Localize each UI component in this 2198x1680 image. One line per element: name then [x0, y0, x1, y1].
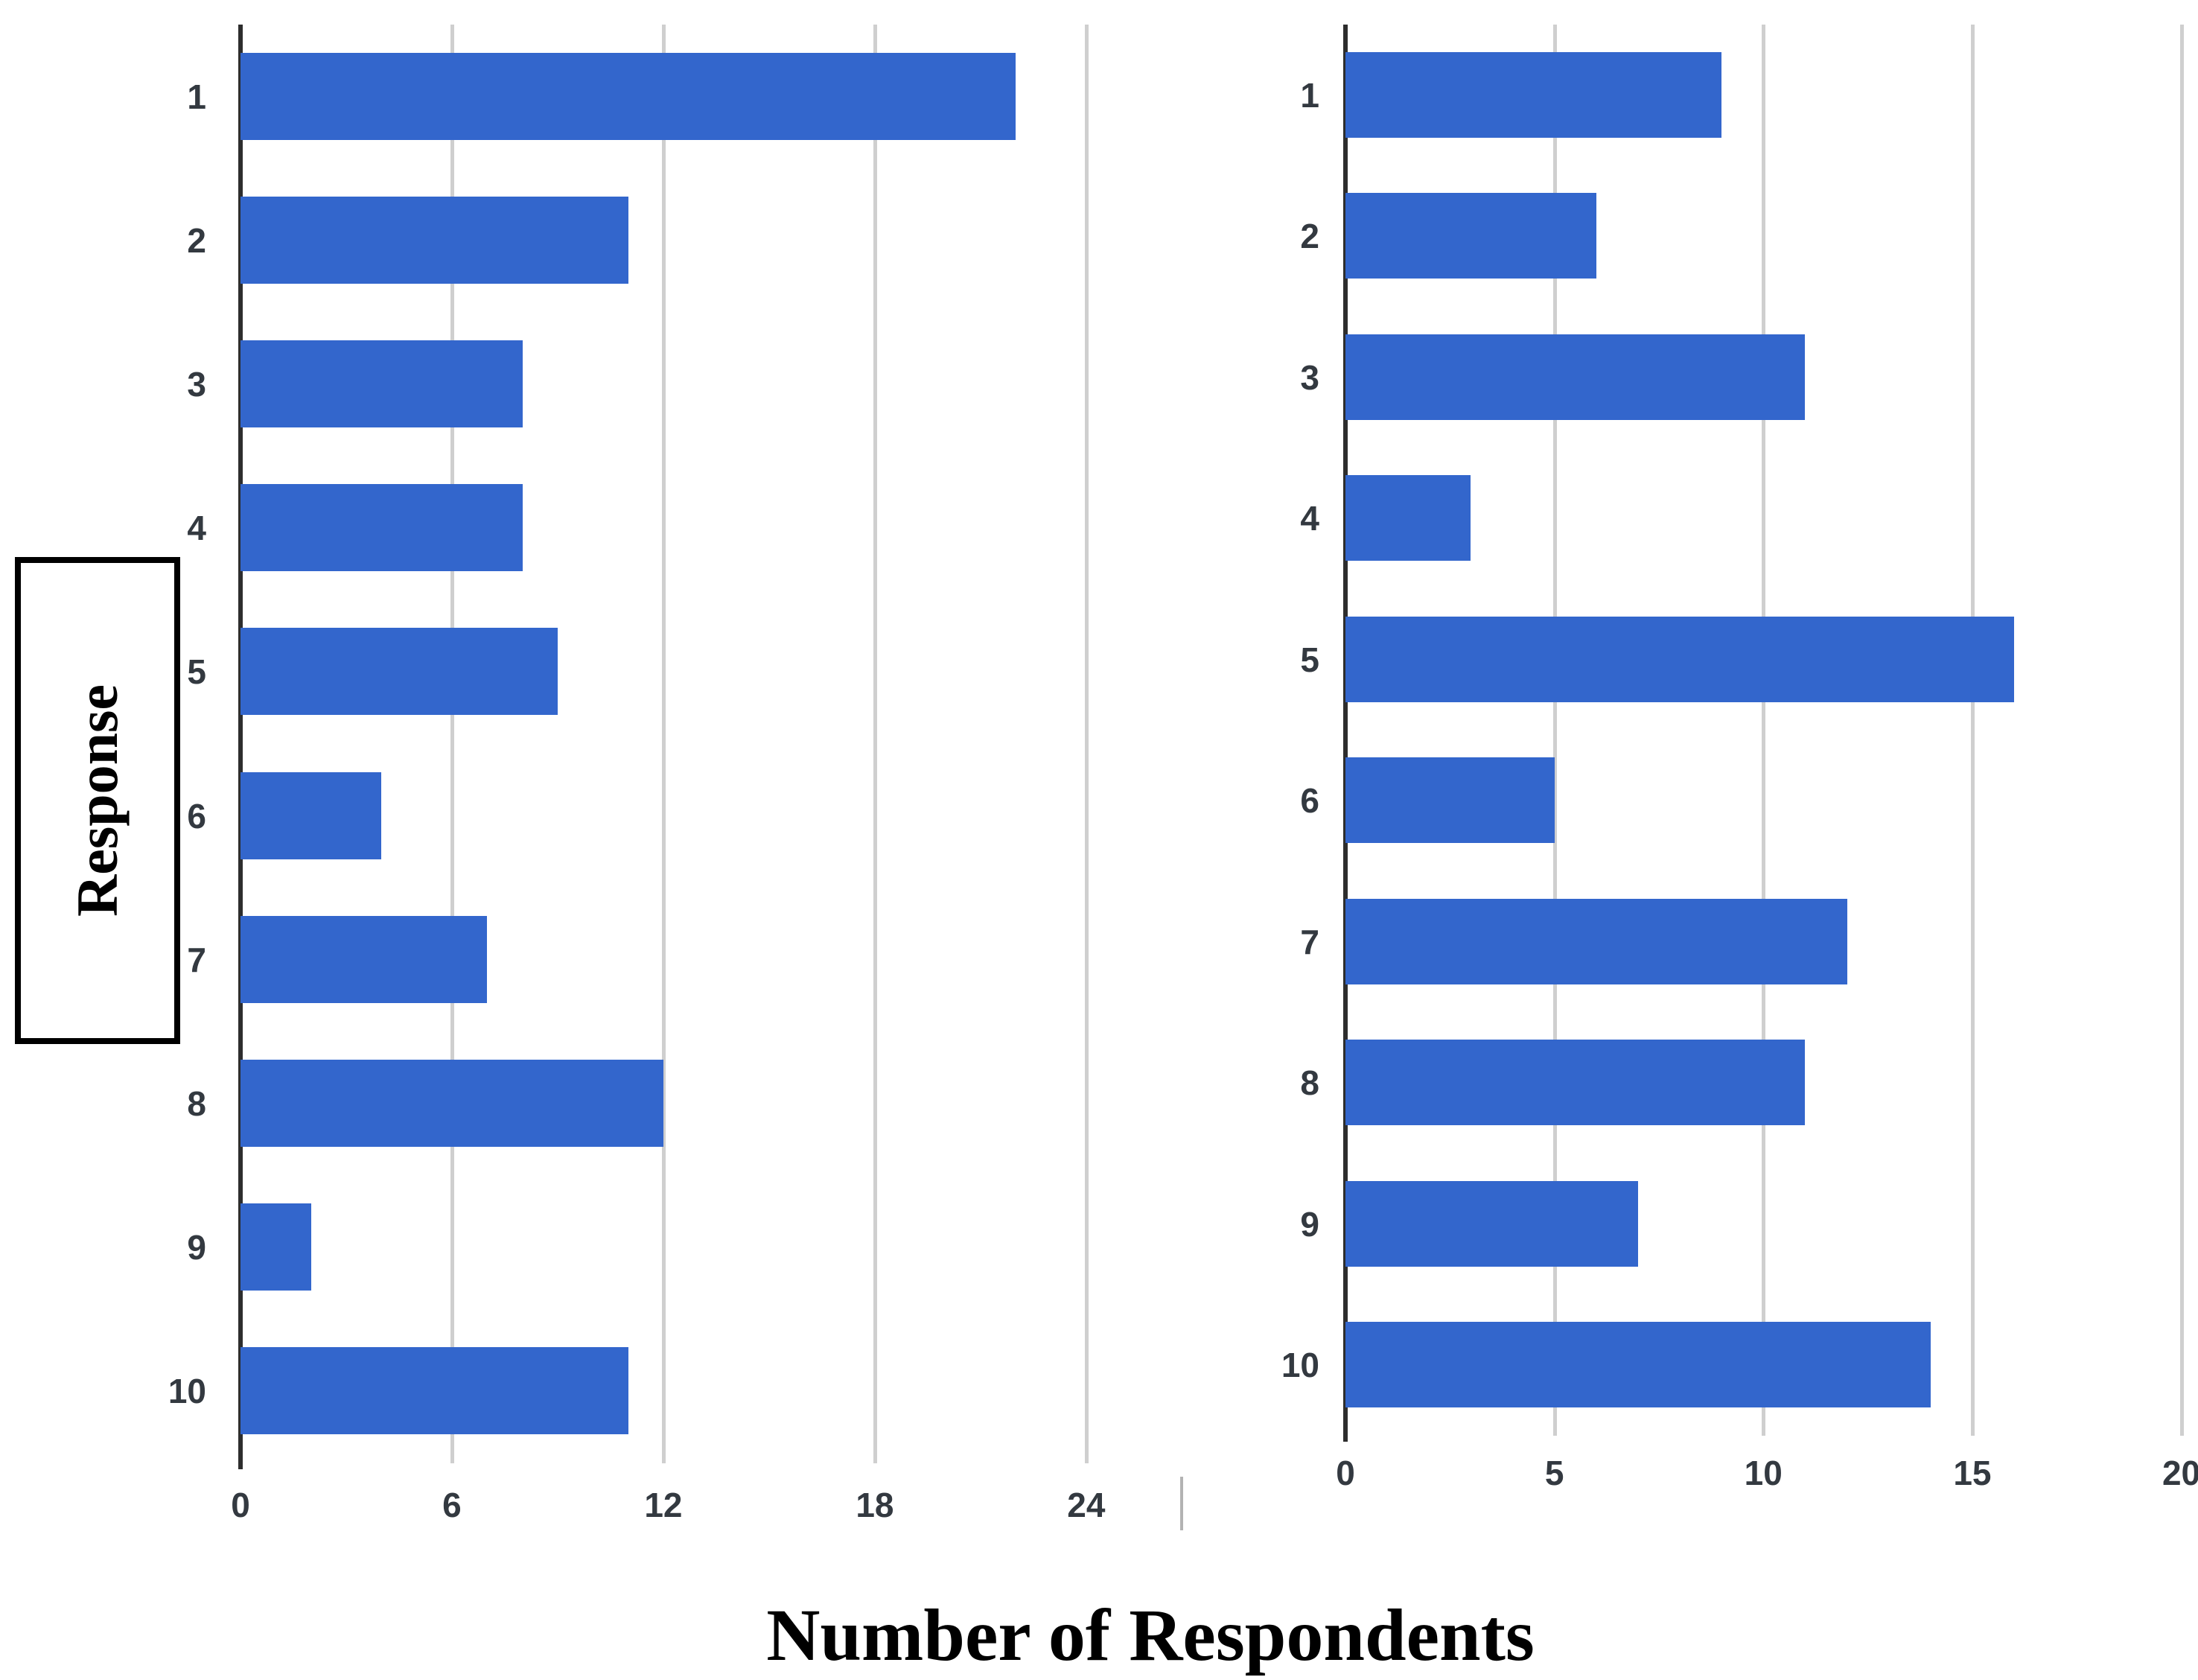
y-tick-label-5: 5: [187, 652, 206, 692]
bar-row-7: 7: [187, 888, 1164, 1031]
x-tick-label-0: 0: [231, 1486, 250, 1524]
axis-tick-artifact: [1180, 1477, 1183, 1530]
bar-response-1: [1345, 51, 1722, 138]
bar-row-10: 10: [168, 1320, 1164, 1463]
bar-response-2: [1345, 193, 1596, 279]
y-tick-label-8: 8: [1300, 1063, 1319, 1103]
bar-row-9: 9: [187, 1176, 1164, 1320]
bar-response-2: [240, 196, 628, 284]
gridline-x-24: [1084, 25, 1089, 1463]
gridline-x-15: [1970, 25, 1975, 1436]
bar-row-3: 3: [187, 312, 1164, 456]
bar-row-8: 8: [187, 1031, 1164, 1175]
bar-response-7: [240, 915, 488, 1003]
y-tick-label-1: 1: [1300, 75, 1319, 115]
bar-response-8: [240, 1060, 663, 1147]
y-tick-label-4: 4: [187, 509, 206, 548]
gridline-x-12: [661, 25, 666, 1463]
bar-response-9: [1345, 1180, 1638, 1267]
bar-response-6: [240, 771, 382, 859]
x-axis-title: Number of Respondents: [766, 1594, 1535, 1676]
bar-row-7: 7: [1300, 871, 2198, 1013]
bar-row-2: 2: [187, 168, 1164, 312]
gridline-x-6: [450, 25, 454, 1463]
x-tick-label-0: 0: [1336, 1454, 1355, 1492]
y-tick-label-3: 3: [1300, 357, 1319, 397]
bar-response-4: [240, 484, 523, 572]
y-axis-line: [1343, 25, 1348, 1442]
bar-response-4: [1345, 475, 1471, 561]
x-tick-label-6: 6: [442, 1486, 462, 1524]
bar-row-6: 6: [187, 744, 1164, 888]
y-tick-label-2: 2: [187, 220, 206, 260]
bar-row-9: 9: [1300, 1154, 2198, 1295]
y-tick-label-9: 9: [187, 1228, 206, 1267]
bar-response-3: [1345, 334, 1806, 420]
bar-response-1: [240, 52, 1016, 140]
y-axis-title: Response: [65, 684, 130, 917]
x-tick-label-24: 24: [1067, 1486, 1106, 1524]
y-tick-label-5: 5: [1300, 640, 1319, 679]
y-tick-label-9: 9: [1300, 1204, 1319, 1244]
bar-row-2: 2: [1300, 166, 2198, 308]
right-bar-chart: 1 2 3 4 5 6 7 8 9 10 0 5 10 15 20: [1281, 25, 2198, 1490]
bar-response-5: [240, 628, 558, 716]
y-tick-label-10: 10: [1281, 1346, 1319, 1385]
bar-response-10: [1345, 1322, 1931, 1408]
y-axis-title-box: Response: [15, 557, 180, 1044]
y-tick-label-7: 7: [1300, 922, 1319, 961]
bar-response-5: [1345, 616, 2015, 702]
x-tick-label-20: 20: [2162, 1454, 2198, 1492]
bar-response-7: [1345, 898, 1847, 984]
bar-response-8: [1345, 1040, 1806, 1126]
bar-response-9: [240, 1203, 311, 1291]
bar-response-6: [1345, 757, 1555, 844]
y-tick-label-7: 7: [187, 940, 206, 979]
y-tick-label-10: 10: [168, 1372, 206, 1411]
y-tick-label-6: 6: [1300, 781, 1319, 821]
bar-row-1: 1: [1300, 25, 2198, 166]
gridline-x-20: [2179, 25, 2184, 1436]
bar-row-6: 6: [1300, 731, 2198, 872]
y-axis-line: [238, 25, 243, 1469]
x-tick-label-5: 5: [1544, 1454, 1564, 1492]
gridline-x-10: [1762, 25, 1766, 1436]
gridline-x-5: [1552, 25, 1557, 1436]
bar-row-8: 8: [1300, 1013, 2198, 1154]
bar-row-3: 3: [1300, 307, 2198, 448]
bar-row-4: 4: [187, 456, 1164, 600]
bar-response-10: [240, 1347, 628, 1435]
y-tick-label-1: 1: [187, 77, 206, 116]
bar-row-1: 1: [187, 25, 1164, 168]
bar-response-3: [240, 340, 523, 427]
x-tick-label-10: 10: [1744, 1454, 1783, 1492]
bar-row-5: 5: [187, 600, 1164, 744]
x-tick-label-18: 18: [856, 1486, 894, 1524]
x-tick-label-15: 15: [1953, 1454, 1992, 1492]
gridline-x-18: [873, 25, 877, 1463]
bar-row-4: 4: [1300, 448, 2198, 590]
x-tick-label-12: 12: [644, 1486, 683, 1524]
left-bar-chart: 1 2 3 4 5 6 7 8 9 10 0 6 12 18 24: [168, 25, 1164, 1522]
y-tick-label-4: 4: [1300, 499, 1319, 538]
bar-row-5: 5: [1300, 589, 2198, 731]
y-tick-label-6: 6: [187, 796, 206, 836]
bar-row-10: 10: [1281, 1295, 2198, 1436]
y-tick-label-3: 3: [187, 364, 206, 404]
y-tick-label-8: 8: [187, 1084, 206, 1123]
y-tick-label-2: 2: [1300, 217, 1319, 256]
